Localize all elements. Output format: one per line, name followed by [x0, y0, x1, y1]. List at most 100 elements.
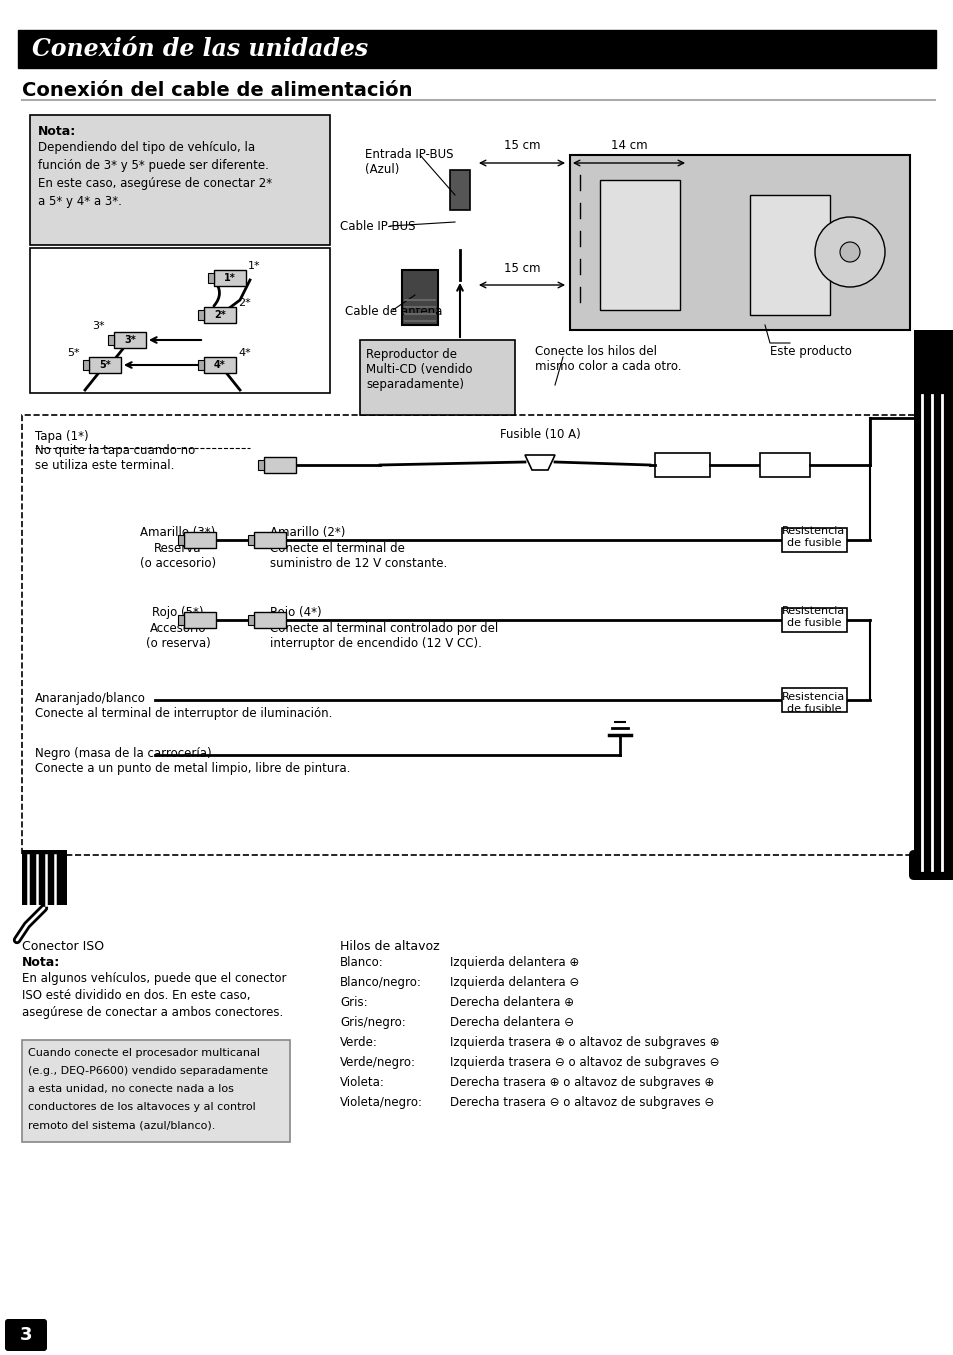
Bar: [401, 270, 437, 325]
Bar: [30, 248, 330, 393]
Bar: [204, 308, 235, 322]
Text: 1*: 1*: [224, 272, 235, 283]
Text: Derecha trasera ⊖ o altavoz de subgraves ⊖: Derecha trasera ⊖ o altavoz de subgraves…: [450, 1096, 714, 1108]
Text: Derecha trasera ⊕ o altavoz de subgraves ⊕: Derecha trasera ⊕ o altavoz de subgraves…: [450, 1076, 714, 1089]
Text: Derecha delantera ⊖: Derecha delantera ⊖: [450, 1016, 574, 1028]
Bar: [257, 459, 264, 470]
Text: Gris:: Gris:: [339, 996, 367, 1009]
Text: Conecte los hilos del
mismo color a cada otro.: Conecte los hilos del mismo color a cada…: [535, 346, 680, 373]
Text: ISO esté dividido en dos. En este caso,: ISO esté dividido en dos. En este caso,: [22, 989, 251, 1001]
Text: Nota:: Nota:: [22, 957, 60, 969]
Bar: [781, 528, 846, 551]
Text: 15 cm: 15 cm: [503, 262, 539, 275]
Bar: [253, 533, 286, 547]
Bar: [599, 180, 679, 310]
Text: Resistencia
de fusible: Resistencia de fusible: [781, 606, 844, 627]
Text: Violeta/negro:: Violeta/negro:: [339, 1096, 422, 1108]
Bar: [89, 356, 121, 373]
Text: Cable IP-BUS: Cable IP-BUS: [339, 220, 416, 233]
Text: Cable de antena: Cable de antena: [345, 305, 442, 318]
Bar: [22, 415, 914, 855]
Text: 4*: 4*: [237, 348, 251, 358]
Bar: [749, 195, 829, 314]
Text: Resistencia
de fusible: Resistencia de fusible: [781, 526, 844, 547]
Text: 2*: 2*: [213, 310, 226, 320]
Text: 5*: 5*: [68, 348, 80, 358]
Text: Derecha delantera ⊕: Derecha delantera ⊕: [450, 996, 574, 1009]
Bar: [184, 533, 215, 547]
Text: Conecte al terminal controlado por del
interruptor de encendido (12 V CC).: Conecte al terminal controlado por del i…: [270, 622, 497, 650]
Text: Conecte a un punto de metal limpio, libre de pintura.: Conecte a un punto de metal limpio, libr…: [35, 762, 350, 775]
Bar: [213, 270, 246, 286]
Text: Izquierda trasera ⊖ o altavoz de subgraves ⊖: Izquierda trasera ⊖ o altavoz de subgrav…: [450, 1056, 719, 1069]
Bar: [781, 608, 846, 631]
Text: Amarillo (2*): Amarillo (2*): [270, 526, 345, 539]
Text: 1*: 1*: [248, 262, 260, 271]
Text: Blanco/negro:: Blanco/negro:: [339, 976, 421, 989]
Bar: [450, 169, 470, 210]
Bar: [18, 30, 935, 68]
Text: En este caso, asegúrese de conectar 2*: En este caso, asegúrese de conectar 2*: [38, 178, 272, 190]
Bar: [30, 115, 330, 245]
Bar: [253, 612, 286, 627]
Bar: [913, 331, 953, 870]
Text: Hilos de altavoz: Hilos de altavoz: [339, 940, 439, 953]
Bar: [184, 612, 215, 627]
Text: Cuando conecte el procesador multicanal: Cuando conecte el procesador multicanal: [28, 1047, 260, 1058]
Text: 2*: 2*: [237, 298, 251, 308]
Bar: [83, 360, 89, 370]
Text: Anaranjado/blanco: Anaranjado/blanco: [35, 692, 146, 705]
Bar: [198, 310, 204, 320]
Text: No quite la tapa cuando no
se utiliza este terminal.: No quite la tapa cuando no se utiliza es…: [35, 444, 195, 472]
Bar: [178, 535, 184, 545]
Bar: [204, 356, 235, 373]
Bar: [569, 154, 909, 331]
Bar: [760, 453, 809, 477]
Text: Reproductor de
Multi-CD (vendido
separadamente): Reproductor de Multi-CD (vendido separad…: [366, 348, 472, 392]
Text: 3: 3: [20, 1327, 32, 1344]
FancyBboxPatch shape: [5, 1318, 47, 1351]
Bar: [198, 360, 204, 370]
FancyBboxPatch shape: [908, 850, 953, 879]
Polygon shape: [524, 455, 555, 470]
Text: función de 3* y 5* puede ser diferente.: función de 3* y 5* puede ser diferente.: [38, 159, 269, 172]
Bar: [248, 535, 253, 545]
Text: 15 cm: 15 cm: [503, 140, 539, 152]
Text: Rojo (5*): Rojo (5*): [152, 606, 204, 619]
Text: 3*: 3*: [92, 321, 105, 331]
Text: Rojo (4*): Rojo (4*): [270, 606, 321, 619]
Text: Entrada IP-BUS
(Azul): Entrada IP-BUS (Azul): [365, 148, 453, 176]
Bar: [248, 615, 253, 625]
Text: Amarillo (3*): Amarillo (3*): [140, 526, 215, 539]
Circle shape: [814, 217, 884, 287]
Text: Conexión de las unidades: Conexión de las unidades: [32, 37, 368, 61]
Text: Resistencia
de fusible: Resistencia de fusible: [781, 692, 844, 714]
Text: 5*: 5*: [99, 360, 111, 370]
Text: Tapa (1*): Tapa (1*): [35, 430, 89, 443]
Circle shape: [840, 243, 859, 262]
Text: Conecte al terminal de interruptor de iluminación.: Conecte al terminal de interruptor de il…: [35, 707, 332, 720]
Text: a 5* y 4* a 3*.: a 5* y 4* a 3*.: [38, 195, 122, 209]
Text: Verde/negro:: Verde/negro:: [339, 1056, 416, 1069]
Text: Accesorio
(o reserva): Accesorio (o reserva): [146, 622, 211, 650]
Text: 3*: 3*: [124, 335, 135, 346]
Text: Blanco:: Blanco:: [339, 957, 383, 969]
Bar: [22, 850, 67, 905]
Bar: [359, 340, 515, 415]
Text: (e.g., DEQ-P6600) vendido separadamente: (e.g., DEQ-P6600) vendido separadamente: [28, 1066, 268, 1076]
Text: En algunos vehículos, puede que el conector: En algunos vehículos, puede que el conec…: [22, 972, 286, 985]
Bar: [655, 453, 709, 477]
Text: remoto del sistema (azul/blanco).: remoto del sistema (azul/blanco).: [28, 1121, 215, 1130]
Text: Dependiendo del tipo de vehículo, la: Dependiendo del tipo de vehículo, la: [38, 141, 254, 154]
Bar: [108, 335, 113, 346]
Text: Izquierda trasera ⊕ o altavoz de subgraves ⊕: Izquierda trasera ⊕ o altavoz de subgrav…: [450, 1037, 719, 1049]
Bar: [208, 272, 213, 283]
Bar: [781, 688, 846, 711]
Text: Violeta:: Violeta:: [339, 1076, 384, 1089]
Text: Fusible (10 A): Fusible (10 A): [499, 428, 580, 440]
Text: Este producto: Este producto: [769, 346, 851, 358]
Text: a esta unidad, no conecte nada a los: a esta unidad, no conecte nada a los: [28, 1084, 233, 1093]
Text: Izquierda delantera ⊖: Izquierda delantera ⊖: [450, 976, 578, 989]
Bar: [178, 615, 184, 625]
Bar: [113, 332, 146, 348]
